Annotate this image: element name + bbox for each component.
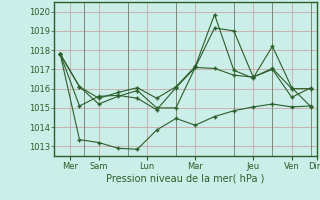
- X-axis label: Pression niveau de la mer( hPa ): Pression niveau de la mer( hPa ): [107, 173, 265, 183]
